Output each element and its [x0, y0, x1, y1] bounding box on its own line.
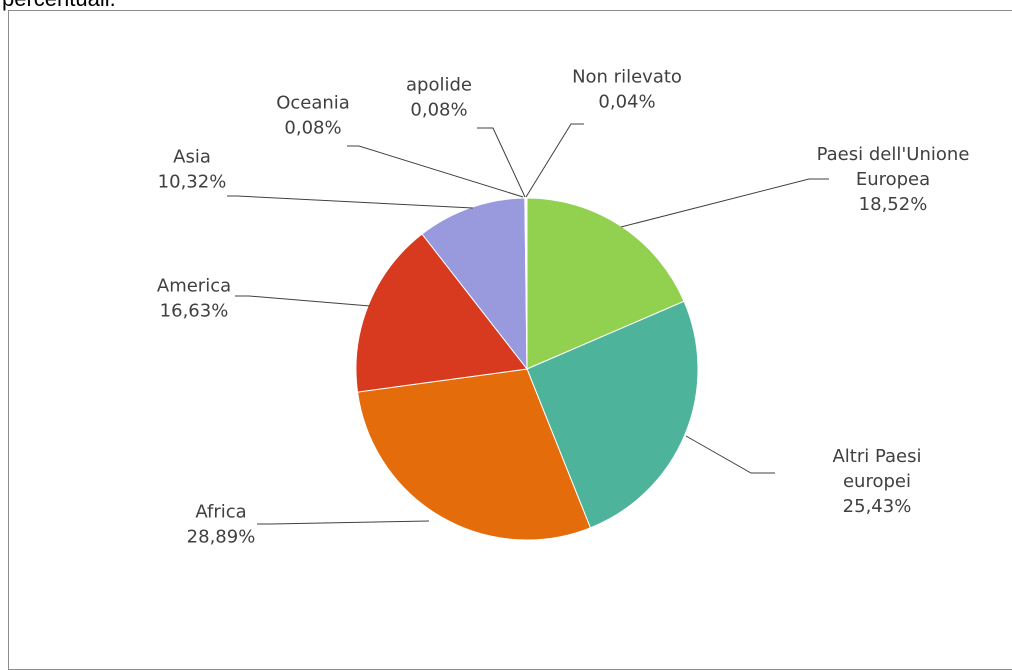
data-label: apolide 0,08%	[406, 75, 472, 121]
data-label-name: Africa	[195, 502, 246, 523]
data-label-name: Asia	[173, 147, 211, 168]
data-label-value: 28,89%	[187, 527, 256, 548]
data-label-value: 25,43%	[843, 496, 912, 517]
pie-chart: Paesi dell'Unione Europea 18,52% Altri Paes…	[9, 11, 1012, 656]
data-label-name: America	[157, 276, 231, 297]
leader-line	[257, 521, 429, 524]
leader-line	[686, 436, 775, 473]
data-label: Asia 10,32%	[158, 147, 227, 193]
data-label-name: Paesi dell'Unione	[817, 144, 970, 165]
leader-line	[235, 296, 370, 306]
leader-line	[621, 179, 829, 227]
leader-line	[227, 196, 473, 208]
data-label-name: Altri Paesi	[832, 446, 921, 467]
data-label: Oceania 0,08%	[276, 93, 350, 139]
data-label: Non rilevato 0,04%	[572, 67, 682, 113]
data-label-value: 10,32%	[158, 172, 227, 193]
data-label: Altri Paesi europei 25,43%	[832, 446, 921, 517]
data-label: America 16,63%	[157, 276, 231, 322]
leader-line	[526, 124, 584, 197]
data-label-name: Oceania	[276, 93, 350, 114]
chart-frame: Paesi dell'Unione Europea 18,52% Altri Paes…	[8, 10, 1012, 670]
data-label-name: Europea	[856, 169, 930, 190]
data-label-value: 16,63%	[160, 301, 229, 322]
data-label-value: 0,08%	[410, 100, 467, 121]
data-label-value: 0,08%	[284, 118, 341, 139]
pie-slices	[356, 198, 698, 540]
data-label: Africa 28,89%	[187, 502, 256, 548]
data-label: Paesi dell'Unione Europea 18,52%	[817, 144, 970, 215]
data-label-name: apolide	[406, 75, 472, 96]
data-label-name: Non rilevato	[572, 67, 682, 88]
data-label-value: 0,04%	[598, 92, 655, 113]
data-label-name: europei	[843, 471, 911, 492]
leader-line	[477, 128, 525, 197]
leader-line	[347, 146, 523, 197]
data-label-value: 18,52%	[859, 194, 928, 215]
